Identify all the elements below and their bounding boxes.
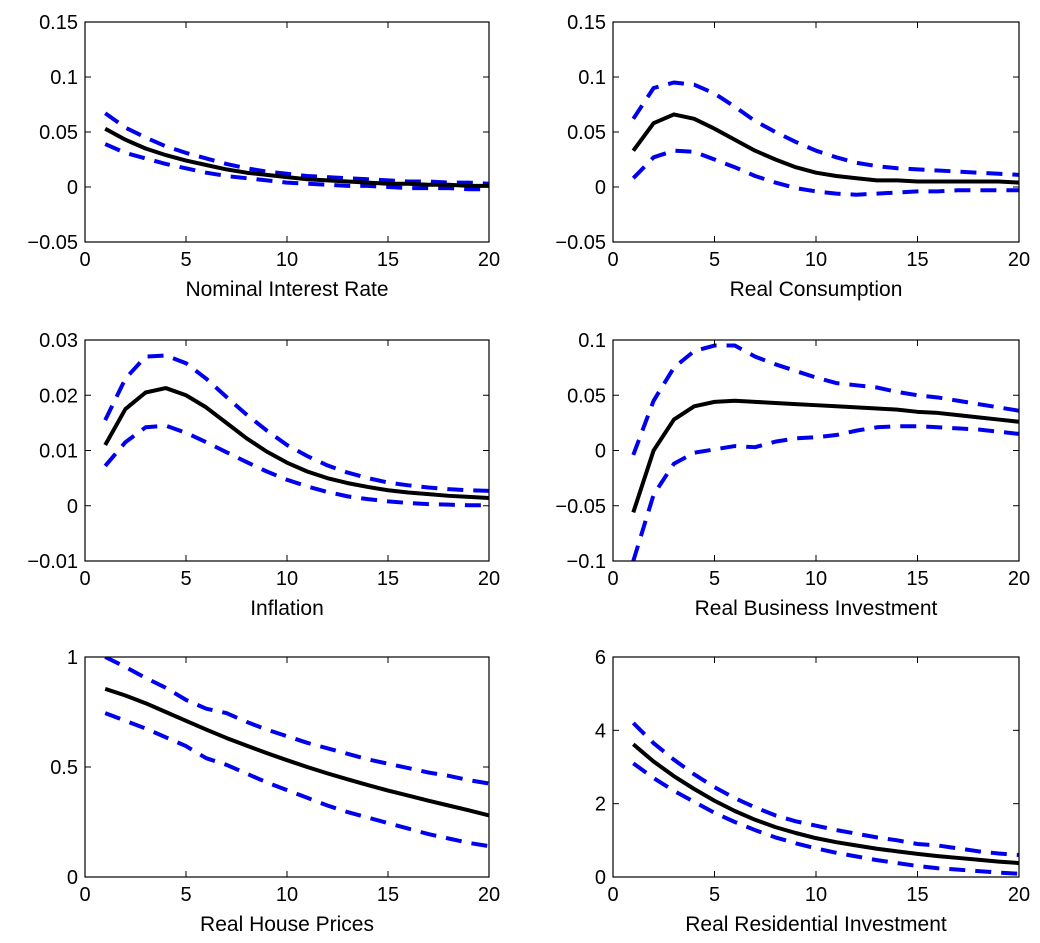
y-tick-label: 0.1	[578, 330, 606, 352]
upper-band-line	[631, 80, 1019, 177]
x-tick-label: 10	[805, 884, 827, 906]
axes-frame	[612, 339, 1020, 562]
upper-band-line	[104, 657, 489, 786]
x-tick-label: 20	[478, 249, 500, 271]
x-tick-label: 10	[276, 568, 298, 590]
y-tick-label: 0.1	[578, 67, 606, 89]
mean-response-line	[104, 686, 489, 818]
y-tick-label: 2	[595, 794, 606, 816]
upper-band-line	[104, 111, 489, 186]
y-tick-label: −0.01	[27, 551, 78, 573]
lower-band-line	[104, 142, 489, 192]
y-tick-label: 0.05	[567, 122, 606, 144]
x-tick-label: 20	[1008, 249, 1030, 271]
x-tick-label: 15	[377, 884, 399, 906]
axes-frame	[612, 21, 1020, 243]
y-tick-label: 0.1	[50, 67, 78, 89]
upper-band-line	[631, 343, 1019, 456]
x-axis-label: Real Business Investment	[695, 597, 938, 620]
mean-response-line	[632, 742, 1019, 866]
y-tick-label: −0.05	[555, 496, 606, 518]
x-tick-label: 10	[805, 249, 827, 271]
y-tick-label: 0.03	[39, 330, 78, 352]
y-tick-label: −0.05	[555, 232, 606, 254]
y-tick-label: 0	[67, 867, 78, 889]
y-tick-label: 0	[67, 177, 78, 199]
lower-band-line	[631, 148, 1019, 197]
x-tick-label: 0	[607, 568, 618, 590]
y-tick-label: 0	[595, 441, 606, 463]
x-tick-label: 5	[180, 568, 191, 590]
mean-response-line	[104, 126, 489, 188]
chart-panel: 0 5 10 15 20 0 2 4 6 Real Residential Investment	[595, 647, 1030, 936]
x-tick-label: 5	[180, 884, 191, 906]
y-tick-label: 1	[67, 647, 78, 669]
x-tick-label: 15	[377, 568, 399, 590]
y-tick-label: 0.5	[50, 757, 78, 779]
chart-panel: 0 5 10 15 20 −0.1 −0.05 0 0.05 0.1 Real Business I…	[555, 330, 1030, 620]
x-tick-label: 0	[607, 249, 618, 271]
x-tick-label: 15	[906, 884, 928, 906]
mean-response-line	[631, 112, 1019, 185]
x-tick-label: 20	[1008, 884, 1030, 906]
y-tick-label: 4	[595, 720, 606, 742]
lower-band-line	[104, 711, 489, 849]
x-tick-label: 0	[607, 884, 618, 906]
x-tick-label: 15	[906, 249, 928, 271]
x-tick-label: 0	[79, 568, 90, 590]
y-tick-label: 6	[595, 647, 606, 669]
axes-frame	[84, 656, 490, 878]
x-axis-label: Real House Prices	[200, 913, 374, 936]
lower-band-line	[632, 761, 1019, 876]
x-tick-label: 5	[709, 884, 720, 906]
y-tick-label: 0	[67, 496, 78, 518]
y-tick-label: −0.05	[27, 232, 78, 254]
x-tick-label: 0	[79, 884, 90, 906]
x-tick-label: 5	[709, 568, 720, 590]
x-tick-label: 5	[180, 249, 191, 271]
y-tick-label: 0.05	[39, 122, 78, 144]
y-tick-label: 0.15	[567, 12, 606, 34]
y-tick-label: 0.01	[39, 441, 78, 463]
x-axis-label: Real Residential Investment	[685, 913, 947, 936]
upper-band-line	[103, 353, 489, 493]
x-tick-label: 10	[805, 568, 827, 590]
y-tick-label: 0.15	[39, 12, 78, 34]
axes-frame	[84, 21, 490, 243]
x-tick-label: 20	[1008, 568, 1030, 590]
x-tick-label: 5	[709, 249, 720, 271]
mean-response-line	[103, 386, 489, 501]
x-axis-label: Inflation	[250, 597, 324, 620]
mean-response-line	[631, 398, 1019, 514]
x-tick-label: 10	[276, 884, 298, 906]
x-tick-label: 15	[906, 568, 928, 590]
y-tick-label: 0.05	[567, 385, 606, 407]
x-tick-label: 20	[478, 884, 500, 906]
x-axis-label: Real Consumption	[730, 278, 903, 301]
axes-frame	[612, 656, 1020, 878]
upper-band-line	[631, 721, 1019, 857]
x-axis-label: Nominal Interest Rate	[185, 278, 388, 301]
y-tick-label: −0.1	[567, 551, 606, 573]
axes-frame	[84, 339, 490, 562]
x-tick-label: 20	[478, 568, 500, 590]
y-tick-label: 0	[595, 177, 606, 199]
x-tick-label: 0	[79, 249, 90, 271]
y-tick-label: 0.02	[39, 385, 78, 407]
y-tick-label: 0	[595, 867, 606, 889]
lower-band-line	[631, 424, 1019, 561]
x-tick-label: 10	[276, 249, 298, 271]
lower-band-line	[103, 423, 489, 508]
chart-panel: 0 5 10 15 20 0 0.5 1 Real House Prices	[50, 647, 500, 936]
x-tick-label: 15	[377, 249, 399, 271]
